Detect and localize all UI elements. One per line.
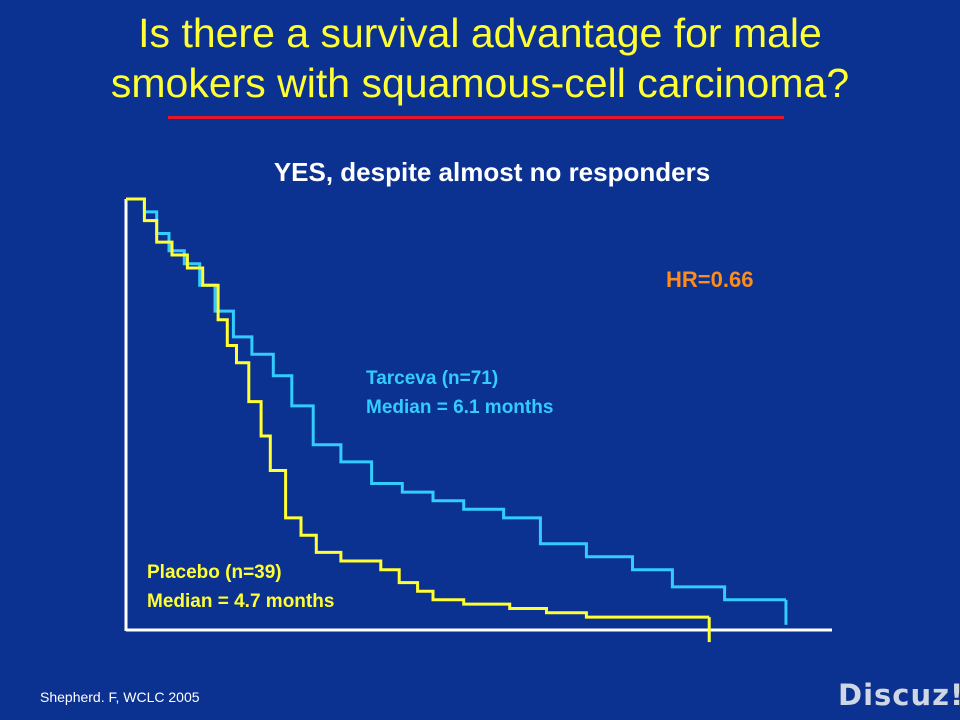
- placebo-median-label: Median = 4.7 months: [147, 591, 335, 612]
- title-line-1: Is there a survival advantage for male: [138, 10, 822, 56]
- tarceva-survival-curve: [126, 197, 786, 602]
- placebo-n-label: Placebo (n=39): [147, 562, 282, 583]
- chart-subtitle: YES, despite almost no responders: [273, 157, 711, 187]
- tarceva-median-label: Median = 6.1 months: [366, 397, 554, 418]
- tarceva-label: Tarceva (n=71) Median = 6.1 months: [366, 364, 553, 422]
- title-line-2: smokers with squamous-cell carcinoma?: [110, 60, 850, 106]
- source-citation: Shepherd. F, WCLC 2005: [40, 689, 200, 705]
- slide-title: Is there a survival advantage for male s…: [0, 8, 960, 108]
- watermark-logo: Discuz!: [838, 678, 960, 712]
- placebo-label: Placebo (n=39) Median = 4.7 months: [147, 558, 334, 616]
- hazard-ratio-label: HR=0.66: [666, 267, 754, 292]
- title-underline: [168, 116, 784, 119]
- placebo-survival-curve: [126, 197, 710, 619]
- tarceva-n-label: Tarceva (n=71): [366, 368, 499, 389]
